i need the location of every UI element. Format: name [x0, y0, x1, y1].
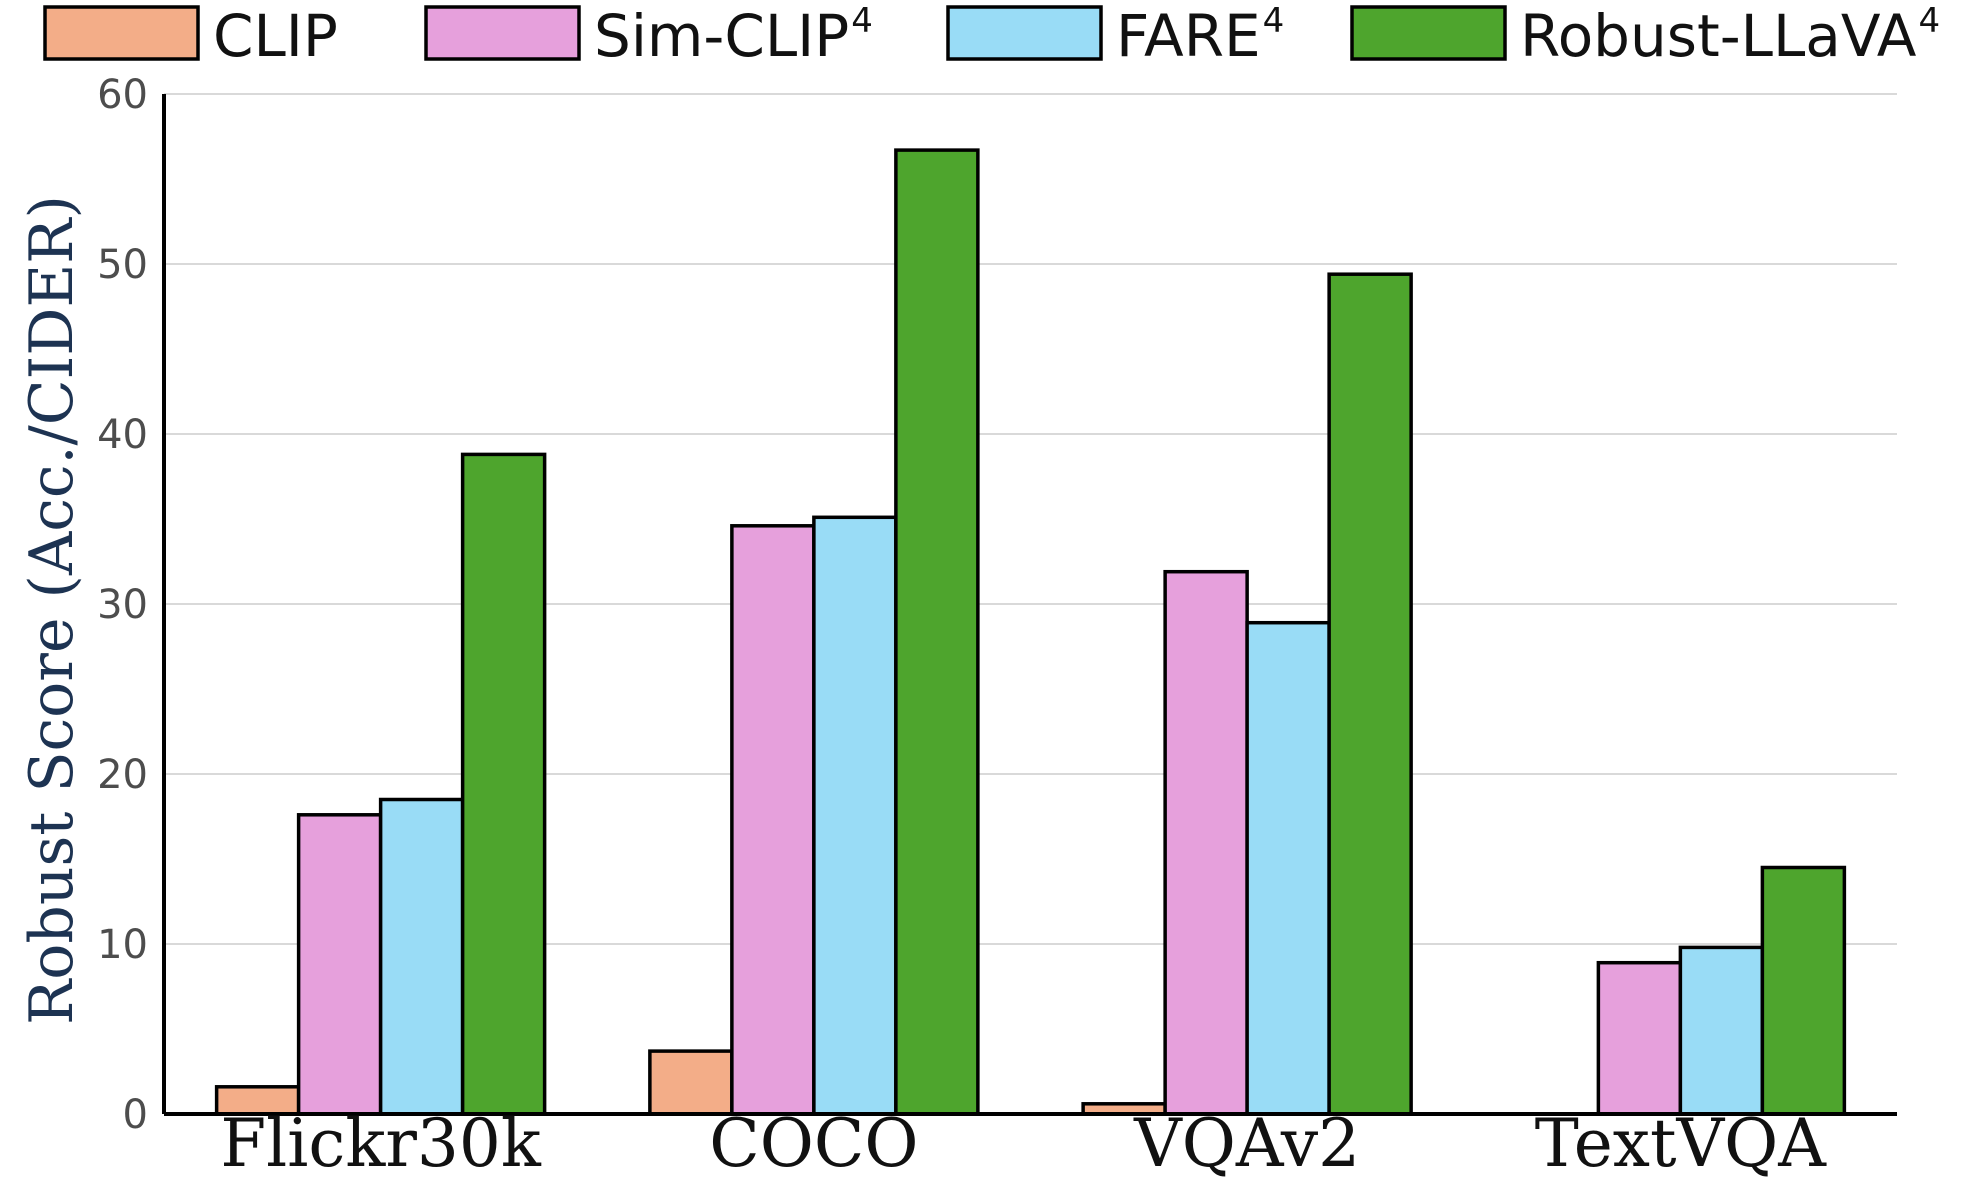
legend-label: Robust-LLaVA4 [1520, 1, 1940, 70]
legend-superscript: 4 [1918, 1, 1940, 41]
legend: CLIP Sim-CLIP4 FARE4 Robust-LLaVA4 [43, 1, 1940, 70]
x-category-label: VQAv2 [1133, 1105, 1360, 1181]
bar-sim-clip-flickr30k [296, 813, 383, 1116]
legend-item: Robust-LLaVA4 [1350, 1, 1940, 70]
legend-item: CLIP [43, 2, 338, 70]
gridlines [164, 93, 1897, 945]
y-tick-label: 10 [97, 922, 148, 968]
y-tick-label: 40 [97, 412, 148, 458]
bar-robust-llava-flickr30k [460, 452, 547, 1116]
bar-fare-flickr30k [378, 797, 465, 1116]
x-category-label: COCO [709, 1105, 918, 1181]
legend-swatch [43, 5, 200, 61]
bar-fare-vqav2 [1245, 620, 1331, 1116]
y-tick-labels: 0 10 20 30 40 50 60 [97, 72, 148, 1138]
legend-label: CLIP [213, 2, 338, 70]
bar-robust-llava-textvqa [1760, 865, 1847, 1116]
bar-sim-clip-textvqa [1596, 960, 1683, 1116]
y-tick-label: 0 [123, 1092, 148, 1138]
bar-fare-coco [812, 515, 898, 1116]
bar-sim-clip-coco [730, 524, 816, 1116]
legend-swatch [1350, 5, 1507, 61]
y-axis-title: Robust Score (Acc./CIDER) [17, 195, 87, 1025]
legend-label: FARE4 [1116, 1, 1284, 70]
bar-sim-clip-vqav2 [1163, 569, 1249, 1116]
legend-superscript: 4 [1263, 1, 1285, 41]
x-category-label: Flickr30k [220, 1105, 542, 1181]
legend-swatch [946, 5, 1103, 61]
y-tick-label: 30 [97, 582, 148, 628]
y-tick-label: 20 [97, 752, 148, 798]
legend-label: Sim-CLIP4 [594, 1, 873, 70]
bar-robust-llava-coco [894, 148, 980, 1116]
legend-item: FARE4 [946, 1, 1284, 70]
x-category-label: TextVQA [1535, 1105, 1827, 1181]
y-tick-label: 60 [97, 72, 148, 118]
axes [162, 94, 1897, 1116]
bars [214, 148, 1847, 1116]
y-tick-label: 50 [97, 242, 148, 288]
bar-fare-textvqa [1678, 945, 1765, 1116]
legend-superscript: 4 [851, 1, 873, 41]
bar-robust-llava-vqav2 [1327, 272, 1413, 1116]
x-category-labels: Flickr30k COCO VQAv2 TextVQA [220, 1105, 1827, 1181]
legend-swatch [424, 5, 581, 61]
legend-item: Sim-CLIP4 [424, 1, 873, 70]
